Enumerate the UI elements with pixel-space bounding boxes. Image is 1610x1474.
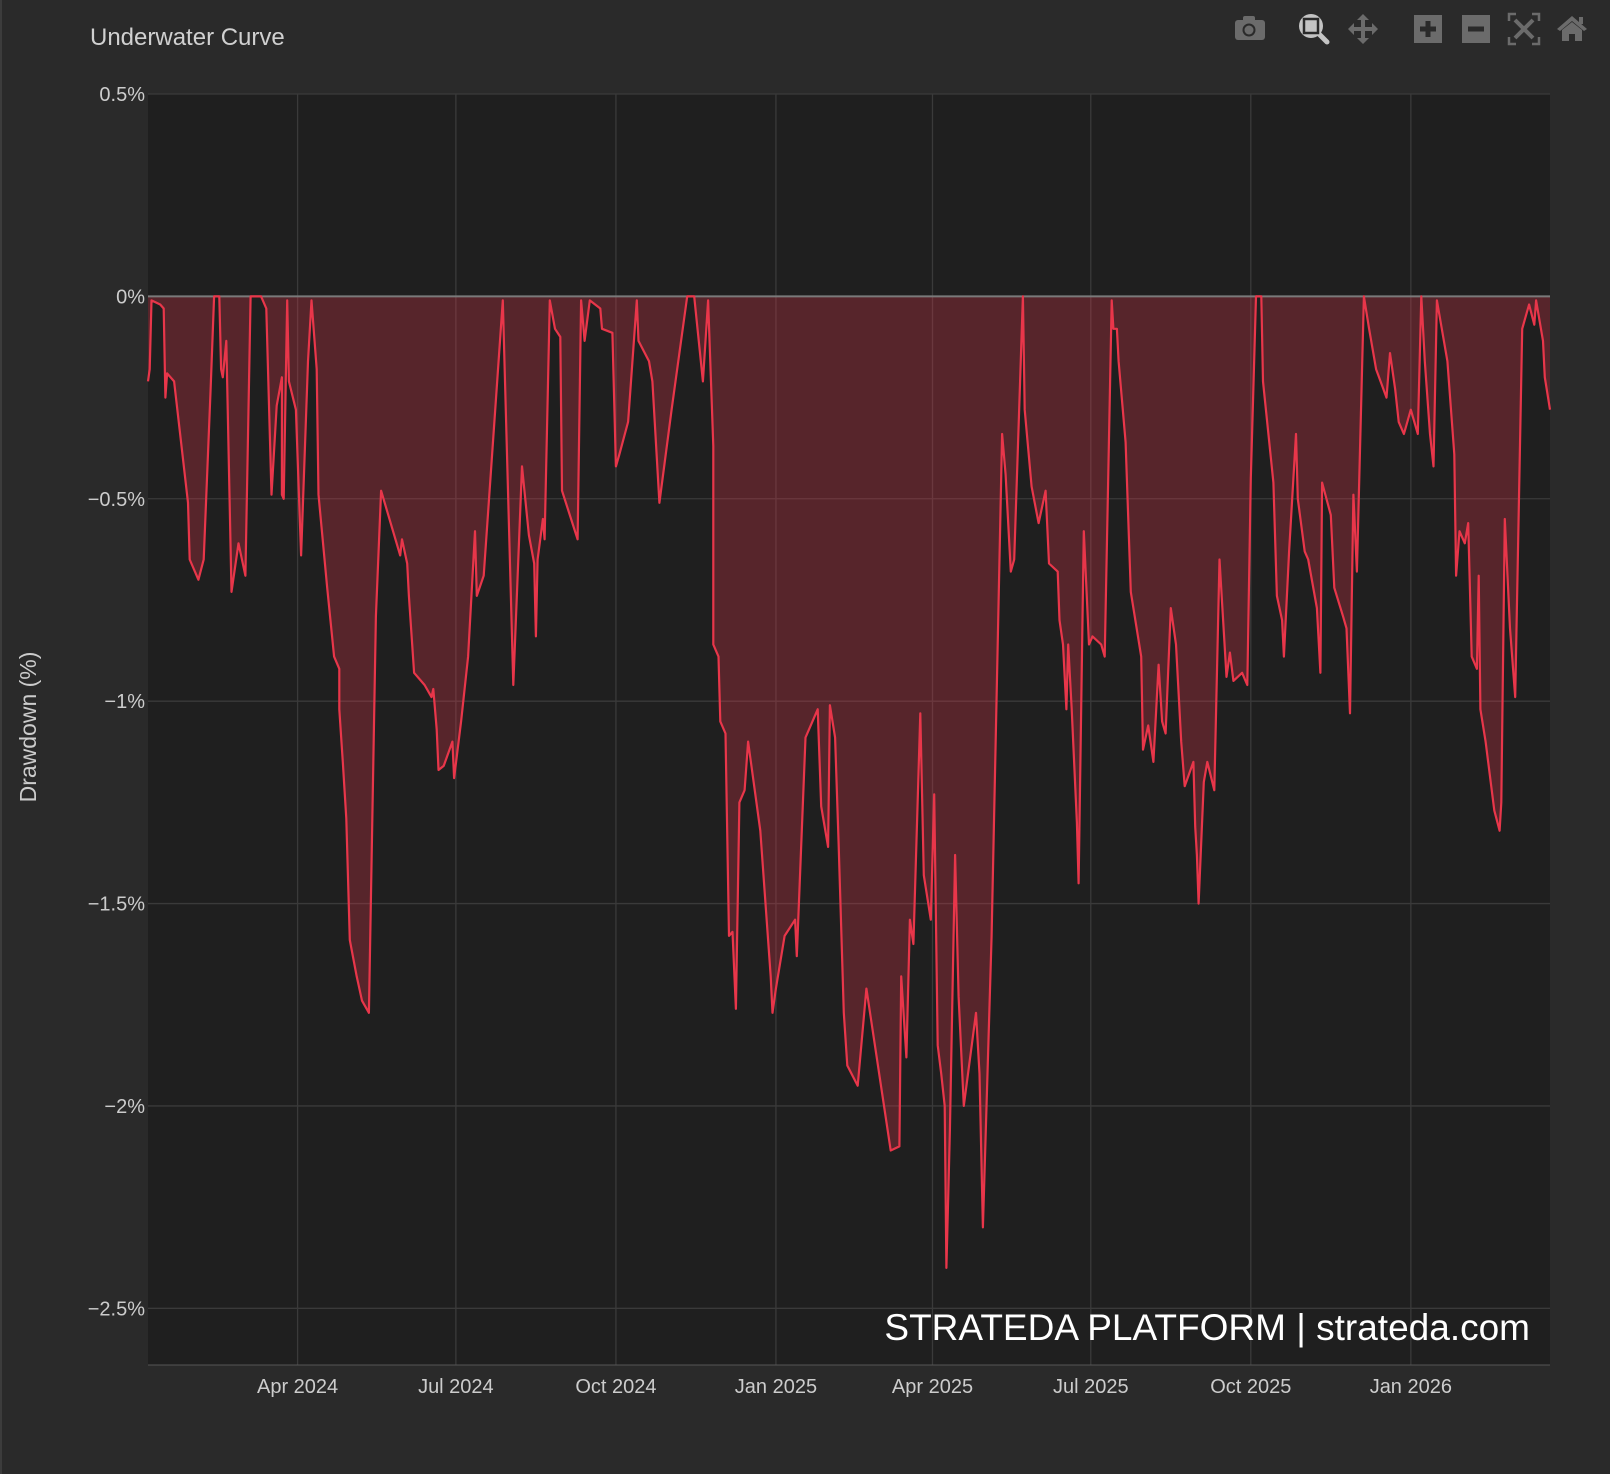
x-tick-label: Oct 2025: [1210, 1376, 1291, 1398]
zoom-out-icon[interactable]: [1458, 12, 1494, 46]
zoom-icon[interactable]: [1296, 12, 1332, 46]
y-tick-label: −1%: [104, 691, 145, 713]
y-tick-label: 0.5%: [99, 84, 145, 106]
x-tick-label: Apr 2025: [892, 1376, 973, 1398]
plot-area[interactable]: [148, 94, 1550, 1365]
watermark: STRATEDA PLATFORM | strateda.com: [884, 1307, 1530, 1348]
x-tick-label: Oct 2024: [575, 1376, 656, 1398]
autoscale-icon[interactable]: [1506, 12, 1542, 46]
y-tick-label: −2.5%: [88, 1298, 145, 1320]
y-axis: 0.5% 0% −0.5% −1% −1.5% −2% −2.5%: [88, 84, 145, 1320]
y-tick-label: −1.5%: [88, 894, 145, 916]
chart-title: Underwater Curve: [90, 24, 285, 51]
y-tick-label: −2%: [104, 1096, 145, 1118]
x-tick-label: Jan 2025: [735, 1376, 817, 1398]
drawdown-series-line: [146, 295, 1552, 1269]
drawdown-area-fill: [148, 296, 1550, 1268]
pan-icon[interactable]: [1346, 12, 1382, 46]
x-tick-label: Jul 2024: [418, 1376, 494, 1398]
y-tick-label: 0%: [116, 286, 145, 308]
x-tick-label: Apr 2024: [257, 1376, 338, 1398]
camera-icon[interactable]: [1232, 12, 1268, 46]
x-tick-label: Jul 2025: [1053, 1376, 1129, 1398]
x-tick-label: Jan 2026: [1370, 1376, 1452, 1398]
y-axis-label: Drawdown (%): [15, 652, 41, 803]
x-axis: Apr 2024 Jul 2024 Oct 2024 Jan 2025 Apr 2025…: [257, 1376, 1452, 1398]
zoom-in-icon[interactable]: [1410, 12, 1446, 46]
home-icon[interactable]: [1554, 12, 1590, 46]
y-tick-label: −0.5%: [88, 489, 145, 511]
